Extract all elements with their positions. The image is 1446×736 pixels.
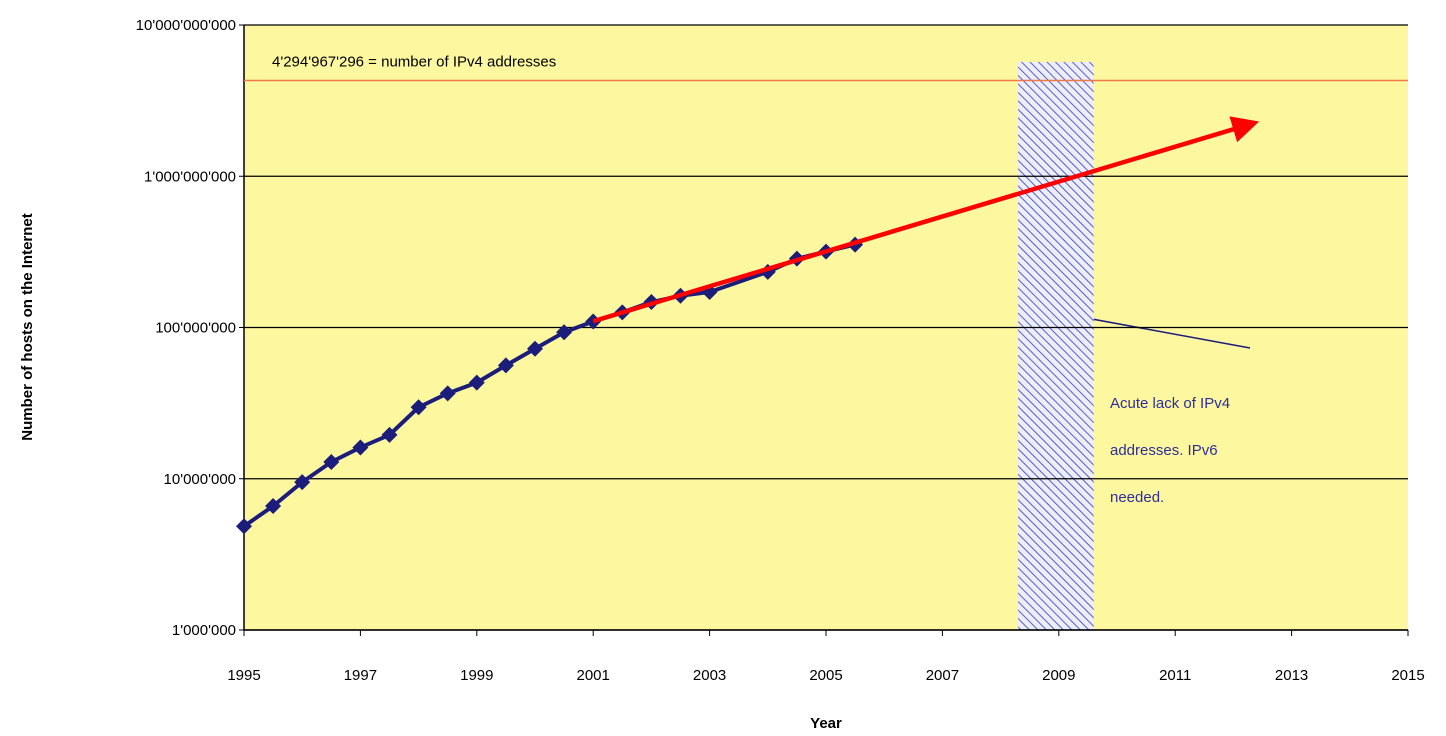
x-tick-label: 2011 <box>1159 667 1191 684</box>
x-tick-label: 1999 <box>460 667 493 684</box>
y-tick-label: 10'000'000 <box>164 471 236 488</box>
data-point <box>323 454 340 471</box>
annotation-line: addresses. IPv6 <box>1110 442 1218 459</box>
data-point <box>556 324 573 341</box>
x-tick-label: 2003 <box>693 667 726 684</box>
x-tick-label: 2005 <box>809 667 842 684</box>
trend-arrow <box>592 116 1260 324</box>
data-point <box>410 399 427 416</box>
y-tick-label: 1'000'000'000 <box>144 168 236 185</box>
data-point <box>527 340 543 357</box>
x-tick-label: 2007 <box>926 667 959 684</box>
y-tick-label: 100'000'000 <box>155 320 236 337</box>
data-point <box>236 518 252 535</box>
data-point <box>585 313 602 330</box>
y-tick-label: 10'000'000'000 <box>136 17 236 34</box>
annotation-line: Acute lack of IPv4 <box>1110 395 1230 412</box>
shortage-band <box>1018 61 1094 630</box>
data-point <box>468 374 485 391</box>
data-point <box>439 385 456 402</box>
data-point <box>381 426 398 443</box>
x-tick-label: 2009 <box>1042 667 1075 684</box>
x-axis-label: Year <box>810 715 842 732</box>
x-tick-label: 2015 <box>1391 667 1424 684</box>
annotation: Acute lack of IPv4 addresses. IPv6 needed. <box>1110 395 1230 506</box>
annotation-line: needed. <box>1110 489 1164 506</box>
x-tick-label: 1997 <box>344 667 377 684</box>
data-point <box>294 474 311 491</box>
data-point <box>265 498 282 515</box>
x-tick-label: 2001 <box>577 667 610 684</box>
data-point <box>352 439 369 456</box>
x-tick-label: 2013 <box>1275 667 1308 684</box>
x-tick-label: 1995 <box>227 667 260 684</box>
data-point <box>497 357 514 374</box>
y-axis-label: Number of hosts on the Internet <box>19 213 36 441</box>
ipv4-limit-label: 4'294'967'296 = number of IPv4 addresses <box>272 54 556 71</box>
y-tick-label: 1'000'000 <box>172 622 236 639</box>
